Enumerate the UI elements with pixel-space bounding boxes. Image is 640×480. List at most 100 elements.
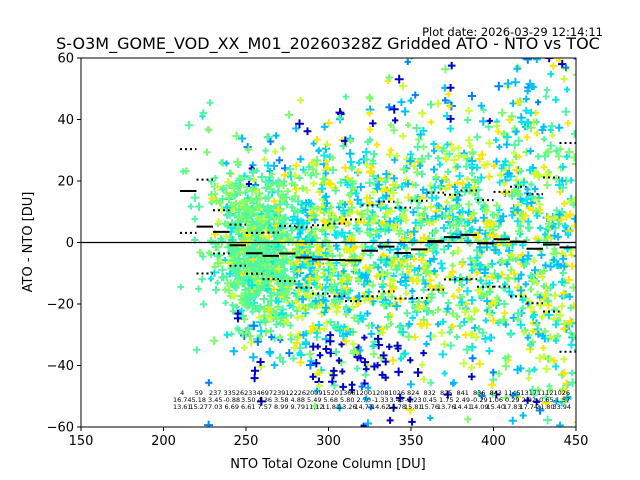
- scatter-point: [281, 267, 289, 275]
- scatter-point: [464, 106, 473, 115]
- scatter-point: [259, 294, 269, 304]
- scatter-point: [310, 140, 317, 147]
- scatter-point: [391, 156, 399, 164]
- scatter-point: [416, 162, 424, 170]
- scatter-point: [448, 309, 457, 318]
- scatter-point: [464, 415, 472, 424]
- scatter-point: [375, 446, 383, 454]
- scatter-point: [405, 405, 415, 415]
- scatter-point: [381, 357, 390, 366]
- scatter-point: [468, 267, 476, 274]
- scatter-point: [218, 159, 225, 166]
- scatter-point: [341, 336, 351, 346]
- scatter-point: [444, 242, 453, 250]
- annotation-value: 841: [457, 389, 469, 397]
- scatter-point: [312, 156, 322, 165]
- annotation-value: 1520: [322, 389, 339, 397]
- scatter-point: [489, 368, 497, 376]
- scatter-point: [500, 179, 508, 188]
- scatter-point: [467, 363, 476, 372]
- scatter-point: [573, 349, 576, 352]
- scatter-point: [205, 379, 213, 387]
- scatter-point: [310, 212, 318, 219]
- scatter-point: [321, 334, 331, 344]
- scatter-point: [499, 212, 508, 221]
- scatter-point: [212, 174, 219, 181]
- scatter-point: [299, 330, 308, 339]
- scatter-point: [238, 307, 245, 314]
- annotation-value: 13.26: [338, 403, 357, 411]
- annotation-value: 825: [440, 389, 452, 397]
- scatter-point: [563, 153, 571, 160]
- scatter-point: [326, 179, 336, 189]
- scatter-point: [460, 153, 468, 161]
- scatter-point: [233, 157, 243, 167]
- scatter-point: [364, 214, 373, 222]
- scatter-point: [547, 432, 556, 441]
- scatter-point: [496, 318, 503, 325]
- scatter-point: [381, 296, 390, 304]
- x-tick-label: 450: [564, 434, 589, 449]
- y-tick-label: −20: [47, 298, 74, 313]
- scatter-point: [323, 319, 331, 327]
- scatter-point: [249, 185, 256, 193]
- scatter-point: [339, 142, 347, 150]
- scatter-point: [424, 152, 433, 160]
- scatter-point: [400, 273, 410, 282]
- annotation-value: -0.88: [223, 396, 240, 404]
- scatter-point: [274, 303, 282, 311]
- scatter-point: [390, 254, 398, 261]
- scatter-point: [365, 322, 373, 330]
- scatter-point: [287, 335, 295, 344]
- scatter-point: [550, 231, 559, 240]
- scatter-point: [342, 303, 350, 311]
- scatter-point: [445, 91, 452, 98]
- scatter-point: [490, 162, 498, 170]
- scatter-point: [547, 70, 555, 78]
- scatter-point: [297, 224, 307, 234]
- scatter-point: [402, 176, 411, 184]
- scatter-point: [564, 120, 572, 127]
- scatter-point: [304, 212, 311, 219]
- scatter-point: [434, 321, 442, 328]
- scatter-point: [385, 103, 394, 112]
- scatter-point: [403, 262, 412, 271]
- scatter-point: [446, 103, 453, 110]
- scatter-point: [261, 156, 268, 163]
- scatter-point: [535, 406, 545, 415]
- scatter-point: [501, 362, 511, 371]
- scatter-point: [399, 165, 409, 174]
- scatter-point: [409, 314, 417, 322]
- scatter-point: [545, 354, 554, 364]
- scatter-point: [366, 245, 376, 254]
- scatter-point: [387, 122, 394, 129]
- annotation-value: 2391: [273, 389, 290, 397]
- scatter-point: [547, 126, 554, 133]
- annotation-value: 13.61: [173, 403, 192, 411]
- scatter-point: [540, 344, 547, 351]
- y-tick-label: 20: [57, 175, 74, 190]
- scatter-point: [532, 235, 539, 242]
- scatter-point: [283, 187, 292, 195]
- scatter-point: [264, 193, 273, 202]
- scatter-point: [255, 313, 264, 322]
- scatter-point: [454, 151, 464, 161]
- scatter-point: [534, 330, 542, 338]
- scatter-point: [404, 122, 412, 129]
- scatter-point: [184, 120, 194, 130]
- scatter-point: [287, 322, 294, 329]
- scatter-point: [505, 287, 514, 296]
- scatter-point: [565, 317, 575, 326]
- scatter-point: [533, 212, 541, 220]
- scatter-point: [444, 168, 452, 176]
- scatter-point: [500, 130, 508, 137]
- annotation-value: 1366: [339, 389, 356, 397]
- scatter-point: [468, 354, 477, 363]
- scatter-point: [357, 209, 367, 219]
- scatter-point: [378, 270, 387, 279]
- y-tick-label: 40: [57, 113, 74, 128]
- scatter-point: [467, 142, 474, 150]
- scatter-point: [308, 256, 318, 266]
- scatter-point: [404, 58, 411, 65]
- scatter-point: [570, 130, 576, 138]
